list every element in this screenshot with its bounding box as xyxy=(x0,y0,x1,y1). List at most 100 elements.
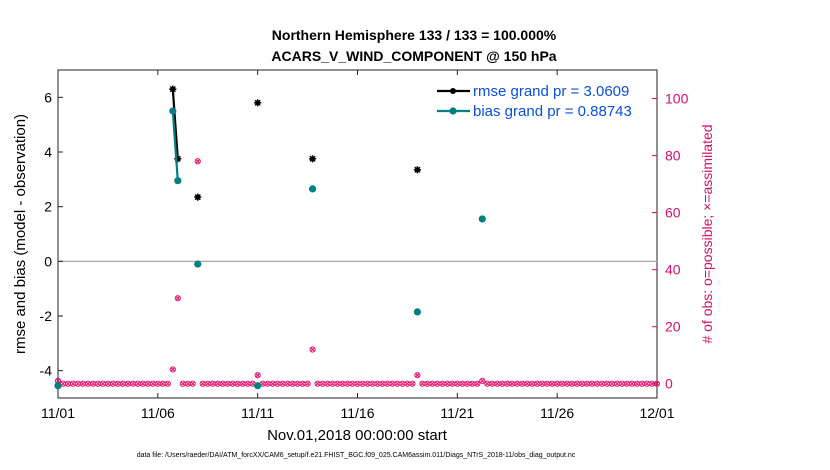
left-y-tick-label: 0 xyxy=(44,253,52,269)
obs-assimilated-marker xyxy=(395,381,400,387)
obs-assimilated-marker xyxy=(634,381,640,387)
obs-assimilated-marker xyxy=(365,381,370,387)
bias-point xyxy=(478,215,486,223)
obs-assimilated-marker xyxy=(444,381,450,387)
obs-assimilated-marker xyxy=(190,381,196,387)
obs-assimilated-marker xyxy=(340,381,345,387)
rmse-point-star xyxy=(413,166,421,174)
rmse-point xyxy=(254,99,262,107)
obs-assimilated-marker xyxy=(120,381,126,387)
right-y-tick-label: 20 xyxy=(665,319,681,335)
obs-assimilated-marker xyxy=(494,381,500,387)
rmse-point-star xyxy=(254,99,262,107)
x-tick-label: 12/01 xyxy=(639,405,674,421)
obs-assimilated-marker xyxy=(280,381,286,387)
obs-assimilated-marker xyxy=(140,381,146,387)
obs-assimilated-marker xyxy=(195,158,201,164)
obs-assimilated-marker xyxy=(285,381,291,387)
obs-possible-marker xyxy=(164,380,171,387)
obs-assimilated-marker xyxy=(125,381,131,387)
obs-possible-marker xyxy=(254,372,261,379)
obs-assimilated-marker xyxy=(100,381,106,387)
obs-assimilated-marker xyxy=(320,381,325,387)
obs-assimilated-marker xyxy=(95,381,101,387)
obs-assimilated-marker xyxy=(624,381,630,387)
rmse-point xyxy=(169,85,177,93)
right-y-tick-label: 40 xyxy=(665,262,681,278)
obs-assimilated-marker xyxy=(400,381,405,387)
obs-assimilated-marker xyxy=(594,381,600,387)
obs-assimilated-marker xyxy=(265,381,271,387)
x-axis-label: Nov.01,2018 00:00:00 start xyxy=(267,427,448,444)
obs-possible-marker xyxy=(474,380,481,387)
rmse-point-star xyxy=(169,85,177,93)
obs-assimilated-marker xyxy=(554,381,560,387)
obs-assimilated-marker xyxy=(175,295,181,301)
obs-assimilated-marker xyxy=(564,381,570,387)
obs-assimilated-marker xyxy=(180,381,186,387)
x-axis: 11/01 11/06 11/11 11/16 11/21 11/26 12/01 xyxy=(41,70,675,421)
obs-assimilated-marker xyxy=(80,381,86,387)
obs-assimilated-marker xyxy=(584,381,590,387)
obs-assimilated-marker xyxy=(589,381,595,387)
obs-assimilated-marker xyxy=(220,381,226,387)
obs-possible-marker xyxy=(479,377,486,384)
obs-assimilated-marker xyxy=(644,381,650,387)
legend-rmse-marker xyxy=(450,88,456,94)
left-y-tick-label: 6 xyxy=(44,89,52,105)
obs-assimilated-marker xyxy=(380,381,385,387)
rmse-line xyxy=(171,89,179,159)
obs-assimilated-marker xyxy=(315,381,320,387)
right-y-tick-label: 60 xyxy=(665,205,681,221)
obs-assimilated-marker xyxy=(459,381,465,387)
obs-possible-marker xyxy=(304,380,311,387)
obs-assimilated-marker xyxy=(619,381,625,387)
x-tick-label: 11/26 xyxy=(540,405,574,421)
rmse-point xyxy=(194,193,202,201)
obs-assimilated-marker xyxy=(629,381,635,387)
obs-possible-marker xyxy=(414,372,421,379)
left-y-tick-label: 4 xyxy=(44,144,52,160)
x-tick-label: 11/11 xyxy=(241,405,274,421)
right-y-tick-label: 80 xyxy=(665,148,681,164)
obs-assimilated-marker xyxy=(275,381,281,387)
rmse-point-star xyxy=(308,155,317,163)
obs-assimilated-marker xyxy=(345,381,350,387)
obs-assimilated-marker xyxy=(65,381,71,387)
obs-assimilated-marker xyxy=(135,381,141,387)
obs-assimilated-marker xyxy=(559,381,565,387)
obs-assimilated-marker xyxy=(235,381,241,387)
obs-assimilated-marker xyxy=(609,381,615,387)
obs-assimilated-marker xyxy=(130,381,136,387)
obs-assimilated-marker xyxy=(150,381,156,387)
obs-assimilated-marker xyxy=(404,381,410,387)
obs-assimilated-marker xyxy=(270,381,276,387)
obs-assimilated-marker xyxy=(464,381,470,387)
obs-assimilated-marker xyxy=(390,381,395,387)
obs-assimilated-marker xyxy=(414,372,420,378)
obs-assimilated-marker xyxy=(599,381,605,387)
obs-assimilated-marker xyxy=(454,381,460,387)
obs-assimilated-marker xyxy=(260,381,266,387)
obs-assimilated-marker xyxy=(210,381,216,387)
obs-assimilated-marker xyxy=(290,381,296,387)
obs-assimilated-marker xyxy=(385,381,390,387)
obs-assimilated-marker xyxy=(60,381,66,387)
bias-point xyxy=(169,107,177,115)
obs-count-markers xyxy=(54,158,661,387)
obs-assimilated-marker xyxy=(529,381,535,387)
bias-point xyxy=(194,260,202,268)
obs-assimilated-marker xyxy=(534,381,540,387)
obs-assimilated-marker xyxy=(230,381,236,387)
obs-assimilated-marker xyxy=(434,381,440,387)
obs-assimilated-marker xyxy=(335,381,340,387)
obs-assimilated-marker xyxy=(544,381,550,387)
obs-assimilated-marker xyxy=(469,381,475,387)
obs-assimilated-marker xyxy=(325,381,330,387)
x-tick-label: 11/01 xyxy=(41,405,75,421)
obs-assimilated-marker xyxy=(549,381,555,387)
obs-assimilated-marker xyxy=(185,381,191,387)
obs-assimilated-marker xyxy=(539,381,545,387)
obs-possible-marker xyxy=(169,366,176,373)
legend-bias-label: bias grand pr = 0.88743 xyxy=(473,103,632,120)
